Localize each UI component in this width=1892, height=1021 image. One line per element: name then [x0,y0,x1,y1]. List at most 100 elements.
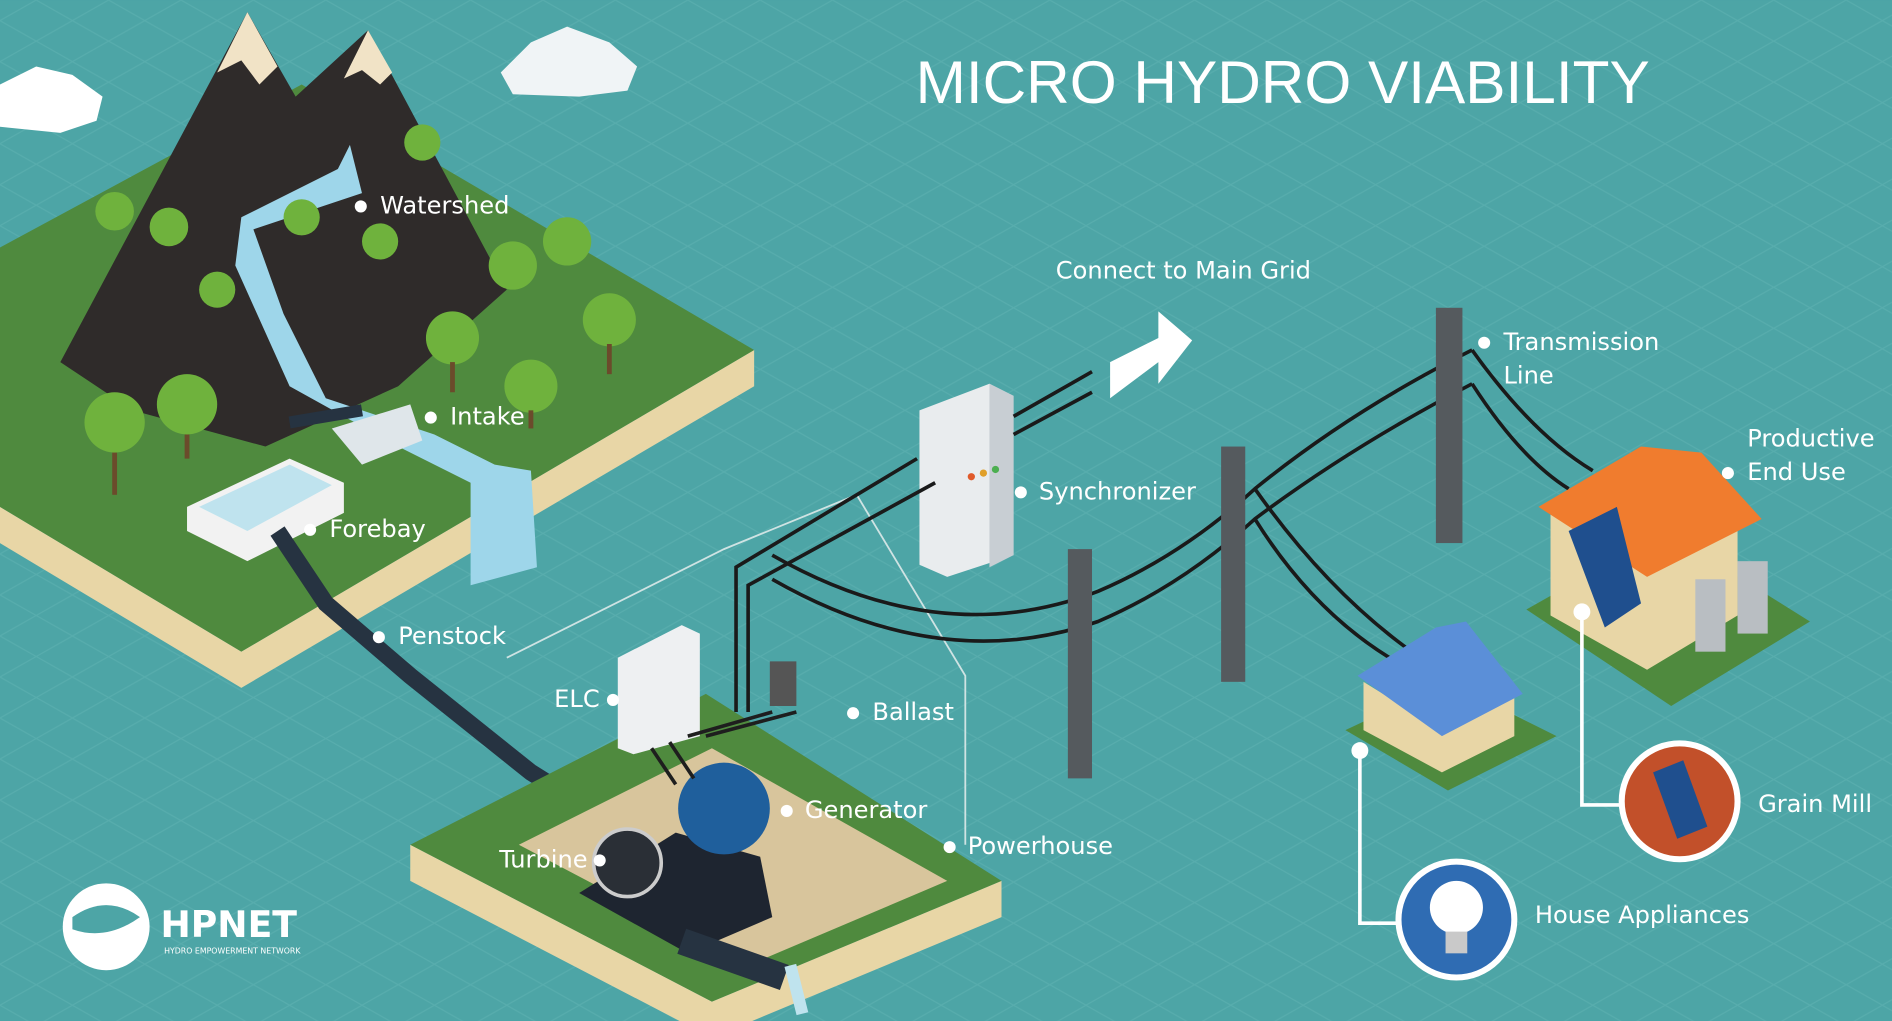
synchronizer-cabinet-part [991,465,1000,474]
mountain-island-part [217,12,278,85]
label: Grain Mill [1758,790,1872,818]
label: Synchronizer [1039,477,1196,505]
logo-part [72,905,140,934]
house-part [1363,681,1515,773]
mountain-island-part-part [582,293,636,347]
labels: Watershed Intake Forebay Penstock ELC Ba… [304,191,1875,929]
mill-house-part [1568,506,1642,628]
powerhouse-island [410,493,1002,1021]
grid-arrow [1110,311,1193,399]
label: Ballast [872,698,954,726]
mountain-island-part-part [156,374,218,435]
mountain-island-part-part [283,199,320,236]
wires-part [1470,348,1594,491]
mill-house-part [1695,579,1726,652]
callouts-part [1653,760,1708,839]
label-dot [1721,467,1734,480]
intake-pipe [288,404,363,429]
synchronizer-cabinet-part [979,469,988,477]
wires-part [1012,370,1093,437]
label: Watershed [380,191,509,219]
mountain-island [0,12,755,688]
callouts-part [1351,742,1369,760]
mountain-island-part [199,464,332,532]
label-dot [304,523,317,536]
callouts-part [1429,880,1483,935]
powerhouse-island-part [769,661,797,706]
powerhouse-island-part [410,844,1002,1021]
mountain-island-part-part [84,392,145,453]
mountain-island-part [112,343,612,495]
clouds-part [500,26,638,97]
label: Transmission [1502,328,1659,356]
powerhouse-island-part [678,762,770,855]
label-dot [780,804,793,817]
mill-house-part [1538,446,1762,577]
poles [1067,307,1463,779]
callouts-part [1573,603,1591,621]
label: Line [1503,362,1553,390]
synchronizer-cabinet-part [989,383,1014,568]
mountain-island-part [343,30,393,85]
label: Generator [805,796,928,824]
title: MICRO HYDRO VIABILITY [916,48,1650,116]
house-part [1357,621,1523,737]
label-dot [1478,336,1491,349]
mountain-island-part-part [404,124,441,161]
mountain-island-part [84,124,636,453]
callouts [1351,603,1741,981]
mountain-island-part [60,12,507,447]
wires-part [1253,487,1413,666]
label: Connect to Main Grid [1056,257,1311,285]
mill-house-part [1737,561,1768,634]
label: Forebay [329,515,425,543]
poles-part [1221,446,1246,682]
logo-name: HPNET [160,903,297,946]
wires-part [734,457,937,713]
poles-part [1067,549,1093,779]
label-dot [372,631,385,644]
wires-part [771,382,1473,643]
label-dot [1014,486,1027,499]
label-dot [606,693,620,706]
mountain-island-part-part [95,191,134,231]
logo-tagline: HYDRO EMPOWERMENT NETWORK [164,946,301,955]
label: End Use [1747,458,1846,486]
mill-house [1526,446,1810,706]
powerhouse-island-part [784,963,809,1016]
powerhouse-island-part [677,928,789,990]
clouds [0,26,638,133]
clouds-part [0,66,103,133]
label: Penstock [398,622,506,650]
label: Productive [1747,424,1874,452]
label-dot [593,854,606,867]
label-dot [354,200,367,213]
powerhouse-island-part [650,710,797,786]
label-dot [424,411,437,424]
mountain-island-part-part [199,271,236,308]
logo: HPNET HYDRO EMPOWERMENT NETWORK [62,883,301,971]
mountain-island-part-part [488,241,537,290]
label-dot [943,841,956,854]
label: ELC [554,685,600,713]
mountain-island-part [331,404,423,465]
house [1345,621,1557,791]
label-dot [847,707,860,720]
callouts-part [1580,611,1623,807]
wires [734,348,1594,713]
label: Turbine [498,845,587,873]
synchronizer-cabinet [919,383,1014,577]
synchronizer-cabinet-part [967,473,975,481]
label: Powerhouse [968,832,1113,860]
wires-part [771,348,1473,617]
mountain-island-part [235,144,537,586]
mountain-island-part-part [504,359,558,413]
mountain-island-part-part [149,207,189,247]
mountain-island-part-part [425,311,480,365]
mountain-island-part-part [542,217,592,266]
callouts-part [1358,750,1400,925]
label: Intake [450,403,525,431]
poles-part [1435,307,1463,544]
